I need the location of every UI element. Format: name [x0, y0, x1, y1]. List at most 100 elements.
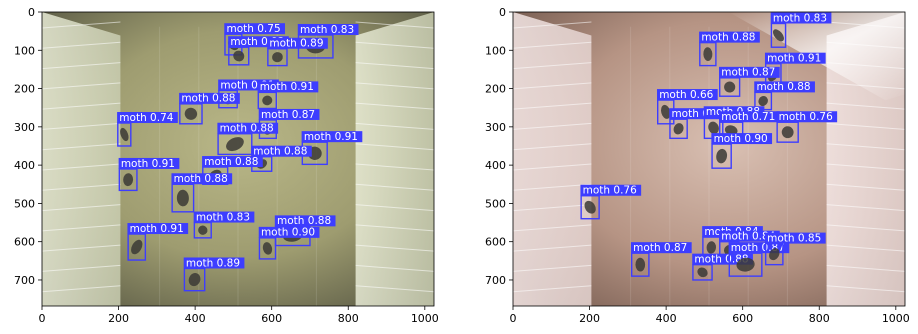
moth-specimen: [708, 121, 719, 134]
x-tick-label: 0: [39, 312, 46, 325]
detection-label: moth 0.74: [119, 112, 173, 124]
label-background: [770, 12, 832, 24]
moth-specimen: [736, 257, 755, 272]
axes-frame: [41, 11, 435, 307]
label-background: [258, 226, 320, 238]
detection-label: moth 0.91: [260, 81, 314, 93]
moth-specimen: [120, 127, 129, 142]
detection-label: moth 0.88: [694, 253, 748, 265]
x-tick-label: 200: [579, 312, 600, 325]
moth-specimen: [176, 189, 189, 207]
detection-label: moth 0.76: [583, 185, 637, 197]
moth-specimen: [661, 104, 671, 119]
label-background: [699, 31, 760, 43]
label-background: [183, 257, 245, 269]
label-background: [217, 122, 279, 134]
label-background: [692, 253, 753, 265]
label-background: [251, 145, 312, 157]
label-background: [171, 173, 233, 185]
detection-box: moth 0.83: [770, 12, 832, 48]
x-tick-label: 800: [338, 312, 359, 325]
detection-label: moth 0.66: [659, 89, 713, 101]
detection-label: moth 0.85: [767, 232, 821, 244]
detection-label: moth 0.88: [181, 93, 235, 105]
detection-box: moth 0.83: [193, 211, 255, 239]
label-background: [301, 131, 363, 143]
x-tick-label: 200: [108, 312, 129, 325]
label-background: [719, 66, 780, 78]
detection-label: moth 0.88: [220, 123, 274, 135]
detection-box: moth 0.89: [183, 257, 245, 292]
detection-box: moth 0.88: [692, 253, 753, 281]
label-background: [118, 157, 180, 169]
x-tick-label: 400: [656, 312, 677, 325]
moth-specimen: [123, 173, 134, 187]
moth-specimen: [724, 81, 736, 93]
x-tick-label: 600: [261, 312, 282, 325]
x-tick-label: 1000: [411, 312, 439, 325]
label-background: [764, 232, 826, 244]
y-tick-label: 0: [28, 6, 35, 19]
y-tick-label: 700: [14, 274, 35, 287]
detection-label: moth 0.90: [714, 133, 768, 145]
label-background: [127, 223, 189, 235]
detection-box: moth 0.89: [267, 37, 328, 67]
y-tick-label: 0: [499, 6, 506, 19]
detection-label: moth 0.76: [779, 111, 833, 123]
moth-specimen: [226, 137, 244, 152]
detection-label: moth 0.88: [204, 156, 258, 168]
x-tick-label: 400: [185, 312, 206, 325]
moth-specimen: [184, 107, 198, 120]
label-background: [258, 108, 320, 120]
moth-specimen: [131, 239, 143, 255]
y-tick-label: 600: [485, 236, 506, 249]
y-tick-label: 700: [485, 274, 506, 287]
label-background: [719, 111, 780, 123]
x-tick-label: 600: [732, 312, 753, 325]
detection-box: moth 0.90: [711, 133, 773, 169]
label-background: [179, 92, 240, 104]
label-background: [711, 133, 773, 145]
detection-box: moth 0.87: [719, 67, 780, 97]
detection-label: moth 0.87: [721, 67, 775, 79]
label-background: [267, 37, 328, 49]
label-background: [202, 156, 263, 168]
detection-box: moth 0.66: [657, 89, 718, 125]
moth-specimen: [706, 241, 717, 254]
label-background: [580, 184, 642, 196]
detection-box: moth 0.76: [580, 184, 642, 220]
y-tick-label: 300: [14, 121, 35, 134]
detection-box: moth 0.88: [699, 31, 760, 67]
detection-label: moth 0.89: [269, 38, 323, 50]
detection-label: moth 0.88: [756, 81, 810, 93]
label-background: [728, 242, 790, 254]
detection-box: moth 0.88: [754, 81, 815, 111]
y-tick-label: 600: [14, 236, 35, 249]
detection-label: moth 0.91: [304, 131, 358, 143]
detection-box: moth 0.91: [118, 157, 180, 192]
detection-label: moth 0.91: [121, 158, 175, 170]
x-tick-label: 1000: [882, 312, 910, 325]
y-tick-label: 400: [485, 159, 506, 172]
label-background: [776, 111, 838, 123]
detection-box: moth 0.71: [719, 111, 780, 140]
label-background: [224, 23, 285, 35]
panel-right: moth 0.83 moth 0.88 moth 0.91 moth 0.87 moth…: [485, 6, 910, 325]
label-background: [764, 52, 826, 64]
label-background: [719, 230, 780, 242]
x-tick-label: 800: [809, 312, 830, 325]
detection-label: moth 0.87: [633, 242, 687, 254]
x-tick-label: 0: [510, 312, 517, 325]
detection-box: moth 0.88: [217, 122, 279, 156]
moth-specimen: [673, 123, 684, 135]
y-tick-label: 400: [14, 159, 35, 172]
moth-specimen: [724, 125, 738, 136]
moth-specimen: [272, 52, 283, 63]
detection-box: moth 0.88: [171, 173, 233, 213]
detection-box: moth 0.91: [127, 223, 189, 261]
detection-label: moth 0.87: [261, 109, 315, 121]
label-background: [218, 79, 279, 91]
y-tick-label: 200: [485, 83, 506, 96]
moth-specimen: [781, 126, 794, 139]
detection-box: moth 0.85: [764, 232, 826, 266]
